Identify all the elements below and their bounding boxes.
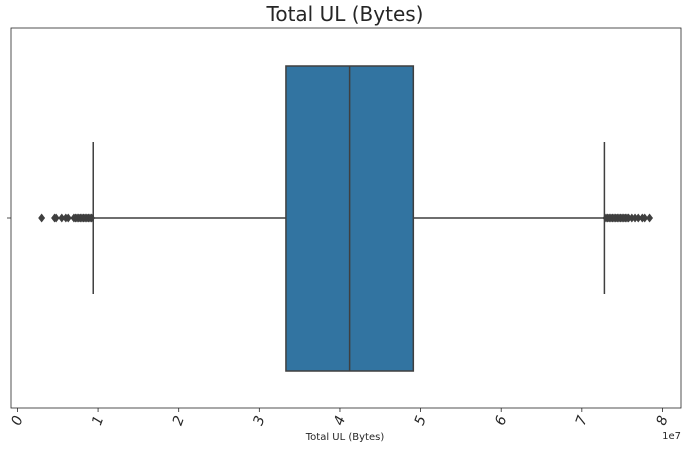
- outlier-point-low: [52, 213, 60, 223]
- x-axis-offset-label: 1e7: [662, 431, 681, 442]
- outlier-point-high: [646, 213, 654, 223]
- x-tick-label: 6: [492, 414, 510, 428]
- x-tick-label: 5: [412, 414, 430, 428]
- x-tick-label: 1: [89, 414, 107, 428]
- x-axis: 0 1 2 3 4 5 6 7 8: [9, 408, 672, 428]
- x-tick-label: 0: [9, 414, 27, 428]
- outlier-point-low: [88, 213, 96, 223]
- outlier-point-high: [641, 213, 649, 223]
- chart-marks: [38, 65, 654, 372]
- x-tick-label: 4: [331, 414, 349, 428]
- x-tick-label: 7: [573, 414, 591, 428]
- x-axis-label: Total UL (Bytes): [305, 432, 385, 443]
- outlier-point-low: [38, 213, 46, 223]
- x-tick-label: 8: [654, 414, 672, 428]
- x-tick-label: 3: [251, 414, 269, 428]
- chart-title: Total UL (Bytes): [266, 2, 424, 26]
- outlier-point-low: [64, 213, 72, 223]
- x-tick-label: 2: [170, 414, 188, 428]
